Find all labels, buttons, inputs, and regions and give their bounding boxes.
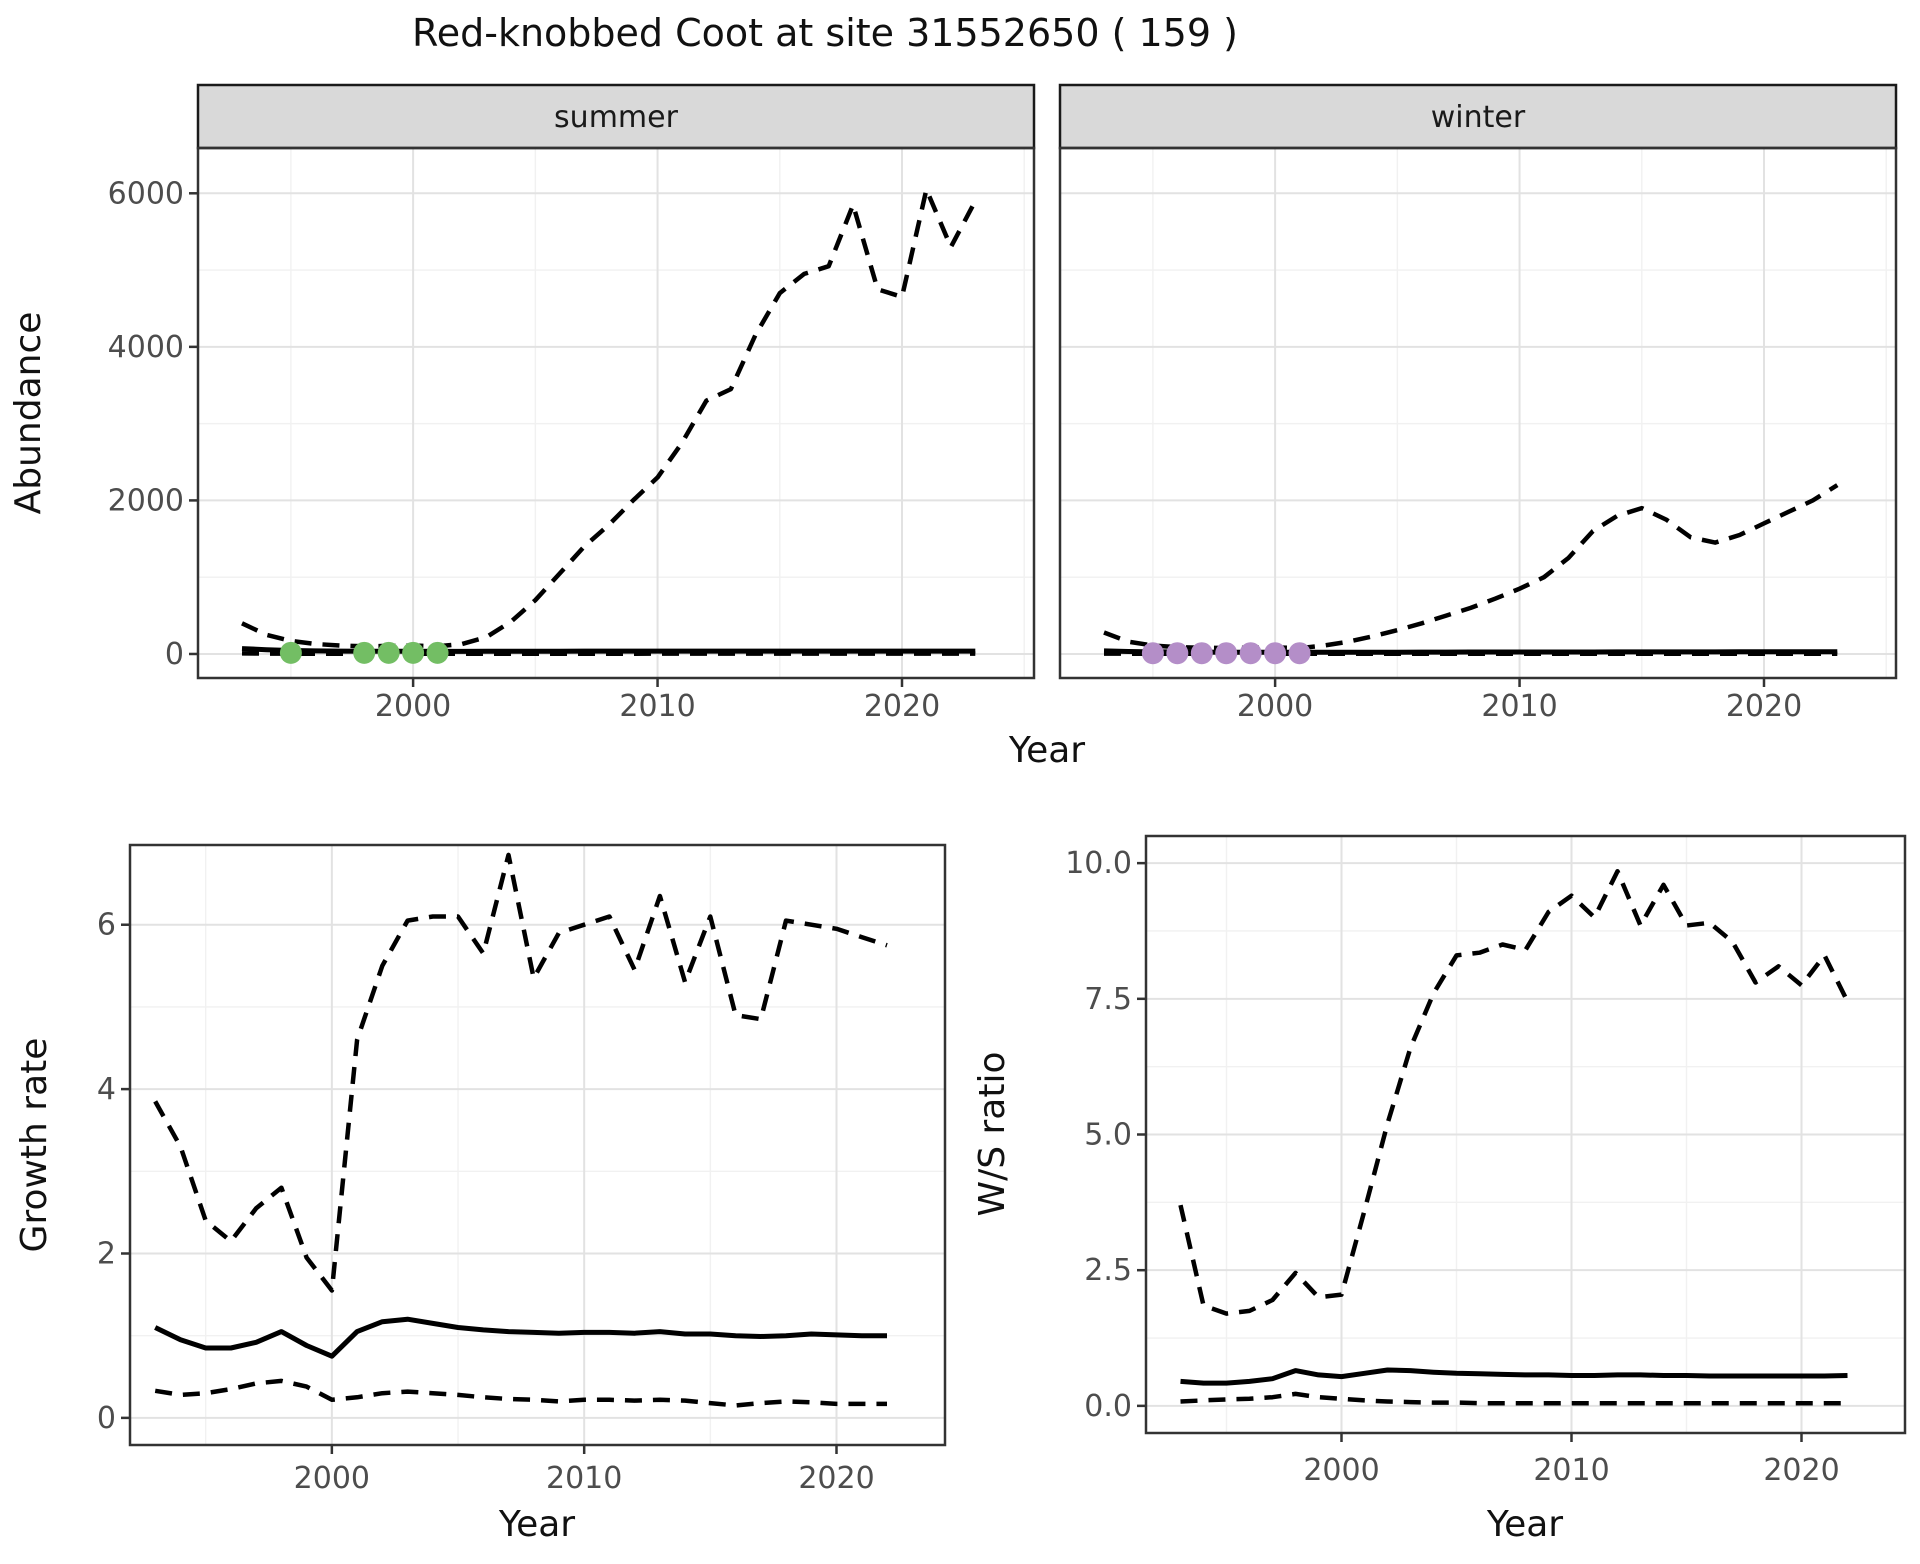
x-tick-label: 2020	[1726, 689, 1802, 724]
x-tick-label: 2000	[1303, 1453, 1379, 1488]
y-tick-label: 2000	[108, 483, 184, 518]
ws-ratio-y-axis-title: W/S ratio	[972, 1051, 1013, 1216]
observed-count-point	[1191, 642, 1213, 664]
y-tick-label: 7.5	[1084, 982, 1132, 1017]
x-tick-label: 2010	[1533, 1453, 1609, 1488]
panel-background	[198, 148, 1034, 678]
ws-ratio-x-axis-title: Year	[1486, 1504, 1563, 1545]
y-tick-label: 0.0	[1084, 1389, 1132, 1424]
observed-count-point	[353, 642, 375, 664]
plot-title: Red-knobbed Coot at site 31552650 ( 159 …	[412, 11, 1238, 55]
x-tick-label: 2000	[375, 689, 451, 724]
y-tick-label: 0	[97, 1401, 116, 1436]
y-tick-label: 2.5	[1084, 1253, 1132, 1288]
observed-count-point	[280, 642, 302, 664]
x-tick-label: 2000	[294, 1461, 370, 1496]
panel-background	[1060, 148, 1896, 678]
y-tick-label: 0	[165, 637, 184, 672]
observed-count-point	[1166, 642, 1188, 664]
abundance-y-axis-title: Abundance	[8, 312, 49, 515]
y-tick-label: 4	[97, 1072, 116, 1107]
y-tick-label: 10.0	[1065, 846, 1132, 881]
y-tick-label: 6	[97, 908, 116, 943]
observed-count-point	[1264, 642, 1286, 664]
observed-count-point	[402, 642, 424, 664]
y-tick-label: 2	[97, 1236, 116, 1271]
y-tick-label: 4000	[108, 330, 184, 365]
median-line	[242, 649, 975, 652]
x-tick-label: 2010	[1481, 689, 1557, 724]
abundance-x-axis-title: Year	[1008, 730, 1085, 771]
y-tick-label: 5.0	[1084, 1118, 1132, 1153]
y-tick-label: 6000	[108, 176, 184, 211]
x-tick-label: 2000	[1237, 689, 1313, 724]
observed-count-point	[1142, 642, 1164, 664]
facet-strip-label-winter: winter	[1431, 100, 1526, 135]
panel-ws-ratio: 2000 2010 2020 0.0 2.5 5.0 7.5 10.0	[1065, 836, 1905, 1488]
panel-abundance-summer: 2000 2010 2020 0 2000 4000 6000	[108, 85, 1034, 724]
panel-growth-rate: 2000 2010 2020 0 2 4 6	[97, 845, 945, 1496]
growth-rate-x-axis-title: Year	[498, 1504, 575, 1545]
facet-strip-label-summer: summer	[554, 100, 679, 135]
observed-count-point	[427, 642, 449, 664]
observed-count-point	[1240, 642, 1262, 664]
panel-background	[130, 845, 945, 1445]
growth-rate-y-axis-title: Growth rate	[14, 1038, 55, 1253]
x-tick-label: 2020	[798, 1461, 874, 1496]
x-tick-label: 2020	[864, 689, 940, 724]
observed-count-point	[1215, 642, 1237, 664]
x-tick-label: 2010	[619, 689, 695, 724]
observed-count-point	[1289, 642, 1311, 664]
panel-abundance-winter: 2000 2010 2020	[1060, 85, 1896, 724]
x-tick-label: 2020	[1763, 1453, 1839, 1488]
observed-count-point	[378, 642, 400, 664]
x-tick-label: 2010	[546, 1461, 622, 1496]
